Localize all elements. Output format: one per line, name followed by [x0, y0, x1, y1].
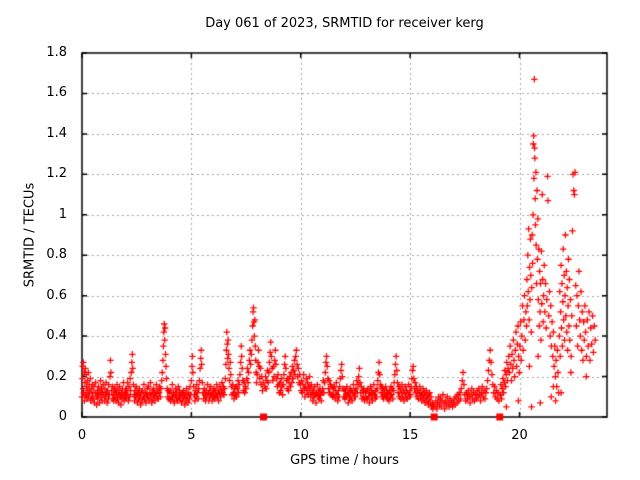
y-tick-label: 1.8: [46, 45, 67, 60]
y-tick-label: 1: [58, 206, 67, 222]
y-tick-label: 0.2: [46, 368, 67, 384]
y-tick-label: 0.4: [46, 328, 67, 344]
x-axis-title: GPS time / hours: [290, 453, 399, 468]
x-tick-label: 15: [401, 428, 419, 443]
y-tick-label: 0.6: [46, 287, 67, 303]
x-tick-label: 5: [187, 428, 196, 443]
y-tick-label: 1.4: [46, 125, 67, 141]
y-tick-label: 0.8: [46, 247, 67, 263]
chart-title: Day 061 of 2023, SRMTID for receiver ker…: [205, 16, 484, 31]
y-tick-label: 1.6: [46, 85, 67, 101]
x-tick-label: 10: [292, 428, 310, 443]
x-tick-label: 0: [77, 428, 87, 443]
y-axis-title-text: SRMTID / TECUs: [22, 182, 38, 288]
y-tick-label: 0: [58, 409, 67, 424]
x-tick-label: 20: [511, 428, 528, 443]
y-tick-label: 1.2: [46, 166, 67, 182]
